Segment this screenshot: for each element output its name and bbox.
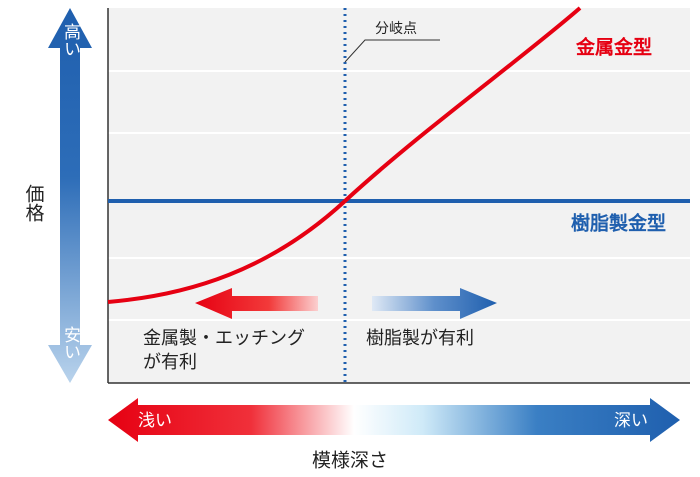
right-region: 樹脂製が有利 [366,328,474,349]
plot-area [108,8,690,383]
grid [108,70,690,321]
high-label: 高い [60,23,80,57]
left-arrow [195,288,318,319]
metal-curve [107,6,582,304]
shallow-label: 浅い [138,411,172,431]
price-arrow [48,8,92,383]
left-region: 金属製・エッチング [143,328,305,349]
leader [344,39,440,63]
depth-arrow [108,398,680,442]
breakpoint-label: 分岐点 [375,21,417,37]
low-label: 安い [60,326,80,360]
left-region: が有利 [143,352,197,373]
deep-label: 深い [614,411,648,431]
resin-label: 樹脂製金型 [571,212,666,235]
y-axis-label: 価格 [23,184,45,222]
x-axis-label: 模様深さ [312,450,388,472]
metal-label: 金属金型 [575,36,652,59]
right-arrow [372,288,497,319]
